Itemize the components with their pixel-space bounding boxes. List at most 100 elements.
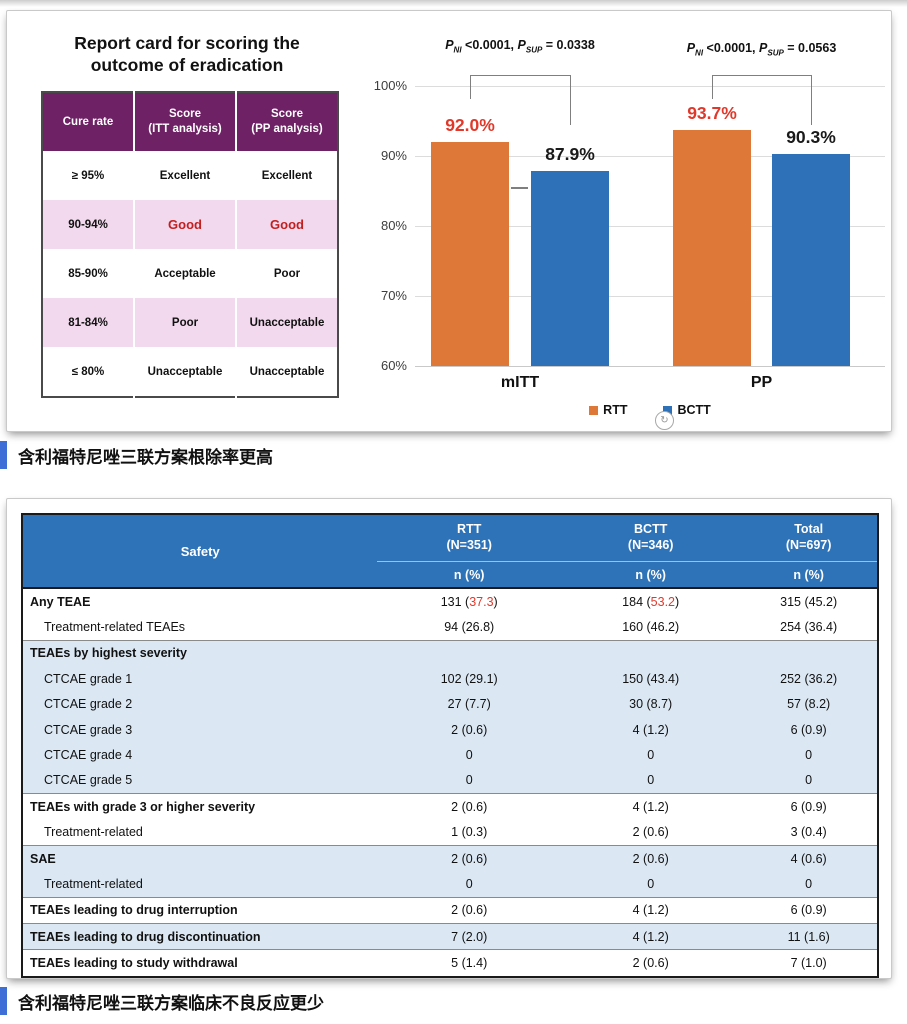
safety-header-subcol: n (%) (561, 561, 741, 587)
report-card-col-header: Cure rate (42, 92, 135, 151)
safety-row-label: CTCAE grade 1 (44, 671, 133, 686)
safety-row-label: CTCAE grade 4 (44, 748, 133, 763)
safety-row-value: 0 (647, 773, 655, 788)
caption-text: 含利福特尼唑三联方案临床不良反应更少 (18, 993, 324, 1013)
safety-header-subcol: n (%) (377, 561, 562, 587)
safety-row-value: 5 (1.4) (451, 956, 488, 971)
chart-gridline (415, 296, 885, 297)
safety-row-label: SAE (30, 851, 56, 866)
chart-gridline (415, 156, 885, 157)
header-line2: (N=351) (446, 538, 492, 552)
caption-efficacy: 含利福特尼唑三联方案根除率更高 (0, 440, 273, 470)
safety-row-label: TEAEs by highest severity (30, 646, 188, 661)
safety-header-subcol: n (%) (740, 561, 877, 587)
y-axis-tick-label: 70% (380, 288, 407, 303)
y-axis-tick-label: 90% (380, 148, 407, 163)
report-card-col-header: Score (PP analysis) (235, 92, 338, 151)
significance-bracket-leg (811, 75, 812, 125)
safety-row-label: Treatment-related (44, 876, 143, 891)
safety-row-value: 4 (1.2) (632, 903, 669, 918)
bar-bctt-mitt (531, 170, 609, 366)
y-axis-tick-label: 60% (380, 358, 407, 373)
safety-row-value: 7 (1.0) (790, 956, 827, 971)
safety-row-label: CTCAE grade 2 (44, 697, 133, 712)
safety-row-label: Any TEAE (30, 594, 91, 609)
safety-row: TEAEs by highest severity (23, 639, 877, 667)
margin-dash (511, 187, 528, 189)
report-card-row: ≤ 80% Unacceptable Unacceptable (42, 347, 338, 397)
safety-row-label: TEAEs leading to drug interruption (30, 903, 238, 918)
x-axis-category-label: PP (750, 374, 773, 391)
safety-row-label: CTCAE grade 3 (44, 722, 133, 737)
cure-rate-cell: 90-94% (42, 200, 135, 249)
header-line1: BCTT (634, 522, 668, 537)
safety-row-value: 160 (46.2) (622, 620, 680, 635)
score-itt-cell: Good (133, 200, 236, 249)
header-line1: Total (794, 522, 824, 537)
safety-row: Treatment-related TEAEs 94 (26.8) 160 (46.… (23, 614, 877, 640)
safety-row-value: 2 (0.6) (632, 956, 669, 971)
score-pp-cell: Unacceptable (235, 298, 338, 347)
header-line1: RTT (457, 522, 482, 537)
bar-bctt-pp (772, 153, 850, 366)
refresh-icon[interactable]: ↻ (655, 411, 674, 430)
p-value-annotation: PNI <0.0001, PSUP = 0.0563 (686, 41, 837, 58)
safety-row-value: 2 (0.6) (451, 722, 488, 737)
legend-swatch (589, 405, 599, 415)
bar-value-label: 92.0% (445, 115, 495, 135)
safety-row: TEAEs leading to study withdrawal 5 (1.4)… (23, 949, 877, 976)
significance-bracket (470, 75, 570, 76)
legend-item-bctt: BCTT (663, 403, 711, 417)
significance-bracket-leg (470, 75, 471, 99)
safety-row: CTCAE grade 4 0 0 0 (23, 742, 877, 768)
report-card-row: 85-90% Acceptable Poor (42, 249, 338, 298)
cure-rate-cell: ≤ 80% (71, 365, 105, 378)
y-axis-tick-label: 80% (380, 218, 407, 233)
safety-row-value: 2 (0.6) (632, 851, 669, 866)
safety-row-label: Treatment-related TEAEs (44, 620, 186, 635)
caption-accent-bar (0, 441, 7, 469)
safety-row-value: 6 (0.9) (790, 722, 827, 737)
safety-table-panel: Safety RTT (N=351) n (%) BCTT (N=346) n (%) Tot… (6, 498, 892, 979)
top-shadow-strip (0, 0, 907, 7)
safety-row-value: 315 (45.2) (780, 594, 838, 609)
y-axis-tick-label: 100% (373, 78, 407, 93)
safety-row-value: 252 (36.2) (780, 671, 838, 686)
safety-row-value: 0 (647, 748, 655, 763)
safety-row: TEAEs leading to drug interruption 2 (0.6… (23, 896, 877, 924)
safety-row-value: 0 (465, 748, 473, 763)
report-card-header-row: Cure rate Score (ITT analysis) Score (PP a… (42, 92, 338, 151)
eradication-rate-bar-chart: 100% 90% 80% 70% 60% 92.0% 93.7% 87.9% 90.3% PNI … (7, 11, 891, 431)
safety-row-value: 0 (805, 748, 813, 763)
safety-row-value: 4 (0.6) (790, 851, 827, 866)
report-card-title: Report card for scoring the outcome of e… (74, 33, 300, 75)
report-card-col-header: Score (ITT analysis) (133, 92, 236, 151)
significance-bracket-leg (570, 75, 571, 125)
bar-rtt-pp (673, 130, 751, 366)
bar-rtt-mitt (431, 142, 509, 366)
header-line2: (N=346) (627, 538, 674, 552)
legend-label: BCTT (677, 403, 711, 417)
safety-row: Treatment-related 0 0 0 (23, 871, 877, 897)
safety-row-value: 0 (647, 876, 655, 891)
caption-text: 含利福特尼唑三联方案根除率更高 (18, 447, 273, 467)
safety-row-value: 0 (805, 876, 813, 891)
safety-header-label: Safety (180, 543, 220, 559)
safety-row: Any TEAE 131 (37.3) 184 (53.2) 315 (45.2) (23, 589, 877, 615)
safety-row-label: TEAEs leading to drug discontinuation (30, 929, 261, 944)
safety-row-value: 4 (1.2) (632, 722, 669, 737)
safety-row-value: 150 (43.4) (622, 671, 680, 686)
score-pp-cell: Excellent (235, 151, 338, 200)
safety-row-value: 7 (2.0) (451, 929, 488, 944)
safety-row-value: 4 (1.2) (632, 799, 669, 814)
safety-row-value: 57 (8.2) (787, 697, 831, 712)
safety-row-label: TEAEs with grade 3 or higher severity (30, 799, 256, 814)
chart-gridline (415, 86, 885, 87)
safety-row-value: 2 (0.6) (451, 799, 488, 814)
safety-table: Safety RTT (N=351) n (%) BCTT (N=346) n (%) Tot… (21, 513, 879, 978)
legend-item-rtt: RTT (589, 403, 627, 417)
significance-bracket-leg (712, 75, 713, 99)
safety-row-value: 184 (53.2) (622, 594, 680, 609)
cure-rate-cell: ≥ 95% (71, 169, 105, 182)
score-pp-cell: Unacceptable (235, 347, 338, 397)
